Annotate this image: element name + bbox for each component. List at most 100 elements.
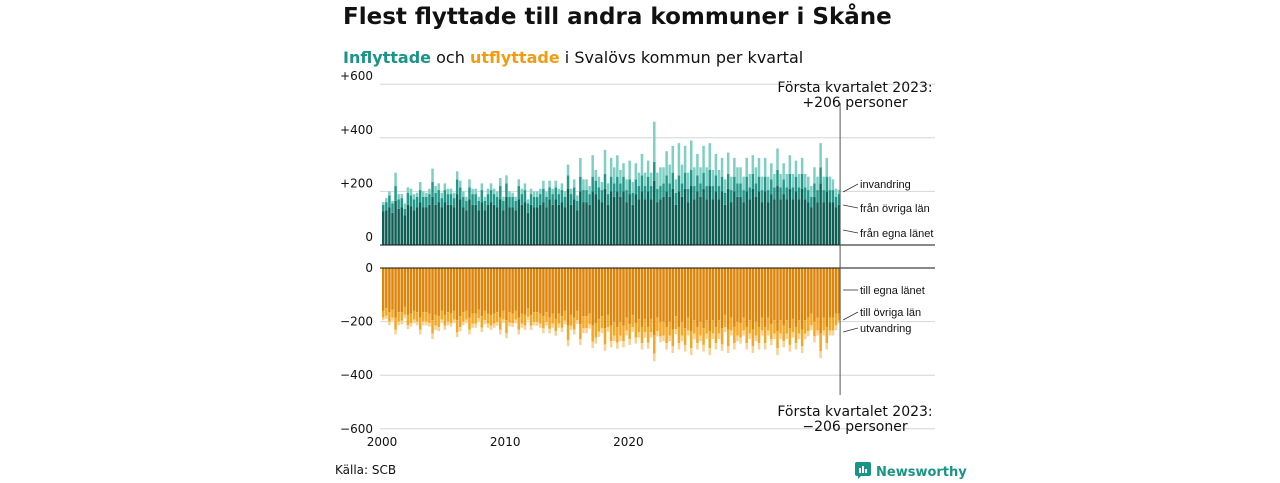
bar-in-ovriga-lan (748, 187, 752, 200)
bar-out-ovriga-lan (425, 312, 428, 322)
bar-in-ovriga-lan (529, 194, 533, 205)
bar-out-egna-lanet (563, 268, 567, 311)
bar-out-utvandring (797, 333, 801, 340)
bar-in-egna-lanet (609, 191, 613, 245)
bar-in-egna-lanet (653, 180, 656, 245)
category-pointer (842, 327, 859, 333)
bar-in-egna-lanet (754, 196, 758, 245)
bar-out-egna-lanet (585, 268, 588, 317)
bar-in-invandring (542, 180, 545, 189)
bar-out-egna-lanet (440, 268, 444, 311)
bar-in-ovriga-lan (548, 187, 551, 200)
bar-in-invandring (643, 172, 647, 187)
bar-in-egna-lanet (452, 207, 456, 245)
bar-in-ovriga-lan (526, 203, 530, 213)
bar-out-ovriga-lan (797, 320, 801, 334)
bar-out-utvandring (520, 323, 524, 328)
bar-out-ovriga-lan (536, 312, 539, 322)
bar-in-egna-lanet (418, 202, 422, 245)
bar-in-ovriga-lan (489, 190, 493, 203)
bar-in-invandring (480, 183, 484, 191)
bar-in-invandring (625, 179, 628, 191)
bar-in-invandring (825, 157, 829, 177)
bar-out-ovriga-lan (794, 326, 798, 344)
bar-out-utvandring (505, 333, 508, 339)
bar-out-egna-lanet (560, 268, 564, 317)
bar-out-egna-lanet (631, 268, 634, 315)
bar-out-egna-lanet (532, 268, 536, 313)
category-label: till övriga län (860, 307, 921, 319)
bar-in-invandring (757, 157, 761, 177)
bar-out-egna-lanet (495, 268, 499, 313)
bar-out-egna-lanet (822, 268, 825, 318)
annotation-top-line2: +206 personer (802, 95, 908, 111)
bar-in-ovriga-lan (449, 194, 453, 205)
bar-in-ovriga-lan (705, 186, 708, 200)
bar-out-utvandring (640, 343, 644, 350)
bar-out-ovriga-lan (585, 316, 588, 329)
bar-out-utvandring (434, 325, 437, 330)
bar-in-invandring (532, 191, 536, 197)
bar-out-egna-lanet (474, 268, 477, 314)
bar-in-ovriga-lan (551, 194, 554, 205)
bar-out-utvandring (499, 329, 502, 335)
bar-in-invandring (579, 157, 582, 177)
bar-in-egna-lanet (495, 207, 499, 245)
bar-in-ovriga-lan (720, 176, 724, 192)
bar-in-ovriga-lan (742, 190, 745, 203)
bar-out-egna-lanet (757, 268, 761, 327)
bar-in-ovriga-lan (816, 190, 819, 203)
bar-in-egna-lanet (770, 194, 773, 245)
bar-out-utvandring (551, 323, 554, 328)
bar-in-ovriga-lan (403, 208, 407, 216)
bar-in-invandring (810, 186, 813, 197)
bar-in-egna-lanet (486, 204, 490, 245)
bar-out-utvandring (394, 329, 397, 335)
bar-in-invandring (449, 188, 453, 195)
bar-out-ovriga-lan (671, 329, 675, 347)
bar-out-utvandring (631, 326, 634, 332)
bar-out-egna-lanet (477, 268, 480, 310)
bar-out-utvandring (742, 330, 745, 336)
bar-out-ovriga-lan (720, 328, 724, 345)
bar-in-invandring (828, 176, 832, 191)
bar-out-utvandring (569, 325, 573, 330)
bar-in-ovriga-lan (751, 173, 755, 189)
bar-in-egna-lanet (591, 191, 594, 245)
bar-in-ovriga-lan (542, 188, 545, 203)
bar-out-ovriga-lan (440, 310, 444, 320)
bar-out-ovriga-lan (569, 314, 573, 326)
bar-out-egna-lanet (536, 268, 539, 313)
bar-in-invandring (529, 188, 533, 195)
bar-out-egna-lanet (711, 268, 715, 321)
bar-out-ovriga-lan (382, 310, 385, 318)
bar-in-egna-lanet (499, 199, 502, 245)
bar-out-utvandring (452, 319, 456, 323)
bar-in-ovriga-lan (474, 194, 477, 205)
bar-in-egna-lanet (637, 199, 641, 245)
bar-in-ovriga-lan (628, 179, 631, 195)
bar-in-egna-lanet (505, 196, 508, 245)
category-label: från egna länet (860, 228, 933, 240)
bar-in-egna-lanet (711, 199, 715, 245)
bar-in-egna-lanet (471, 204, 474, 245)
bar-in-ovriga-lan (776, 169, 779, 187)
bar-in-invandring (483, 196, 487, 201)
bar-in-invandring (711, 169, 715, 187)
bar-out-egna-lanet (437, 268, 440, 317)
bar-out-utvandring (412, 319, 416, 324)
bar-in-invandring (382, 202, 385, 205)
bar-out-egna-lanet (542, 268, 545, 317)
bar-in-egna-lanet (508, 207, 511, 245)
bar-out-utvandring (554, 330, 557, 336)
bar-out-ovriga-lan (418, 317, 422, 330)
bar-in-invandring (434, 186, 437, 193)
brand-logo[interactable]: Newsworthy (855, 462, 967, 483)
bar-in-invandring (560, 183, 564, 191)
bar-out-egna-lanet (677, 268, 681, 327)
bar-out-egna-lanet (597, 268, 601, 319)
bar-in-egna-lanet (720, 191, 724, 245)
bar-in-ovriga-lan (665, 175, 668, 192)
bar-out-egna-lanet (671, 268, 675, 330)
